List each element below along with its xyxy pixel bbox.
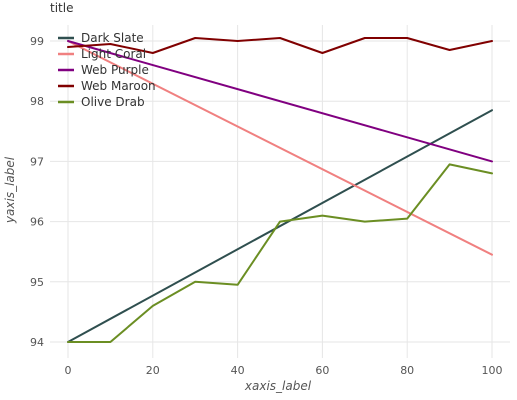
x-tick-label-3: 60	[315, 364, 329, 377]
legend-label-web-maroon: Web Maroon	[81, 79, 156, 93]
legend-label-olive-drab: Olive Drab	[81, 95, 145, 109]
legend-label-light-coral: Light Coral	[81, 47, 146, 61]
y-tick-label-5: 99	[30, 35, 44, 48]
y-tick-label-2: 96	[30, 216, 44, 229]
x-tick-label-1: 20	[146, 364, 160, 377]
chart-title: title	[50, 1, 73, 15]
y-tick-label-3: 97	[30, 155, 44, 168]
y-tick-label-0: 94	[30, 336, 44, 349]
legend-label-dark-slate: Dark Slate	[81, 31, 144, 45]
y-axis-ticks: 94 95 96 97 98 99	[30, 35, 44, 349]
y-axis-label: yaxis_label	[3, 156, 17, 224]
x-tick-label-5: 100	[482, 364, 503, 377]
x-tick-label-4: 80	[400, 364, 414, 377]
x-axis-ticks: 0 20 40 60 80 100	[65, 364, 503, 377]
x-axis-label: xaxis_label	[244, 379, 312, 393]
y-tick-label-4: 98	[30, 95, 44, 108]
series-line-dark-slate	[68, 110, 492, 342]
legend-label-web-purple: Web Purple	[81, 63, 149, 77]
y-tick-label-1: 95	[30, 276, 44, 289]
series-line-olive-drab	[68, 164, 492, 342]
x-tick-label-2: 40	[231, 364, 245, 377]
x-tick-label-0: 0	[65, 364, 72, 377]
